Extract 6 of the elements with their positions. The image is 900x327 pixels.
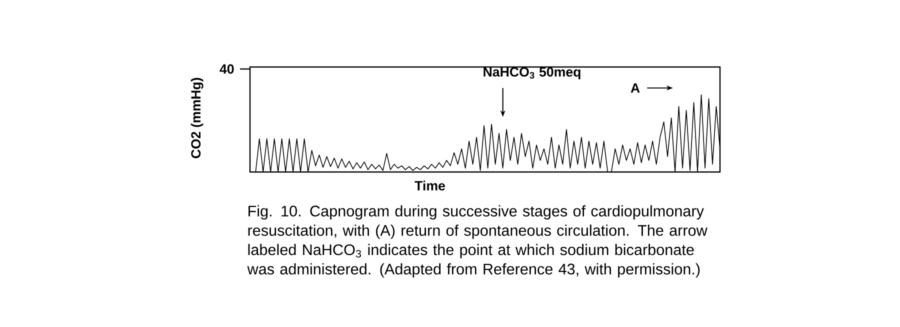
text: 40 bbox=[220, 64, 234, 74]
text: A bbox=[630, 83, 640, 93]
caption: Fig. 10. Capnogram during successive stages of cardiopulmonary resuscitation, with (A) return of spontaneous circulation. The arrow labeled NaHCO$_{3}$ indicates the point at which sodium bicarbonate was administered. (Adapted from Reference 43, with permission.) bbox=[247, 205, 708, 278]
x-axis-title: Time bbox=[414, 180, 445, 190]
y-axis-title: CO2 (mmHg) bbox=[190, 78, 204, 158]
text: NaHCO$_{3}$ 50meq bbox=[484, 67, 580, 80]
